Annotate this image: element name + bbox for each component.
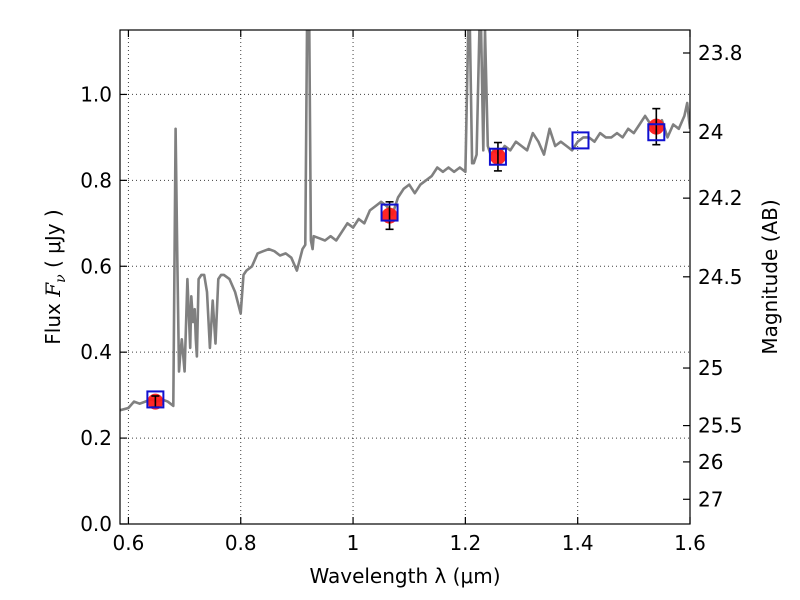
y-axis-label-prefix: Flux	[41, 297, 65, 345]
plot-area	[120, 30, 690, 412]
x-tick-label: 0.6	[113, 531, 145, 555]
y-axis-label-suffix: ( μJy )	[41, 209, 65, 274]
mag-tick-label: 26	[698, 450, 723, 474]
y-tick-label: 0.0	[80, 512, 112, 536]
model-band-square	[380, 203, 399, 222]
model-band-square	[571, 131, 590, 150]
mag-tick-label: 24	[698, 120, 723, 144]
mag-tick-label: 24.2	[698, 186, 743, 210]
y-tick-label: 1.0	[80, 82, 112, 106]
y-axis-label-subscript: ν	[53, 274, 69, 283]
y-tick-label: 0.6	[80, 254, 112, 278]
x-tick-label: 1	[347, 531, 360, 555]
mag-tick-label: 23.8	[698, 41, 743, 65]
x-tick-label: 1.6	[674, 531, 706, 555]
y-tick-label: 0.2	[80, 426, 112, 450]
y-axis-label-symbol: F	[41, 282, 65, 298]
x-tick-label: 1.4	[562, 531, 594, 555]
mag-tick-label: 24.5	[698, 265, 743, 289]
model-band-square	[146, 390, 165, 409]
y-tick-label: 0.8	[80, 168, 112, 192]
y-axis-label: Flux Fν ( μJy )	[41, 209, 69, 344]
y2-axis-label: Magnitude (AB)	[758, 199, 782, 354]
ticks: 0.6 0.8 1 1.2 1.4 1.6 0.0 0.2 0.4 0.6 0.8 1.0 23.8 24…	[80, 30, 743, 555]
mag-tick-label: 27	[698, 487, 723, 511]
y-tick-label: 0.4	[80, 340, 112, 364]
x-axis-label: Wavelength λ (μm)	[309, 564, 500, 588]
model-band-square	[488, 147, 507, 166]
mag-tick-label: 25	[698, 356, 723, 380]
x-tick-label: 0.8	[225, 531, 257, 555]
model-band-square	[647, 123, 666, 142]
mag-tick-label: 25.5	[698, 414, 743, 438]
x-tick-label: 1.2	[449, 531, 481, 555]
